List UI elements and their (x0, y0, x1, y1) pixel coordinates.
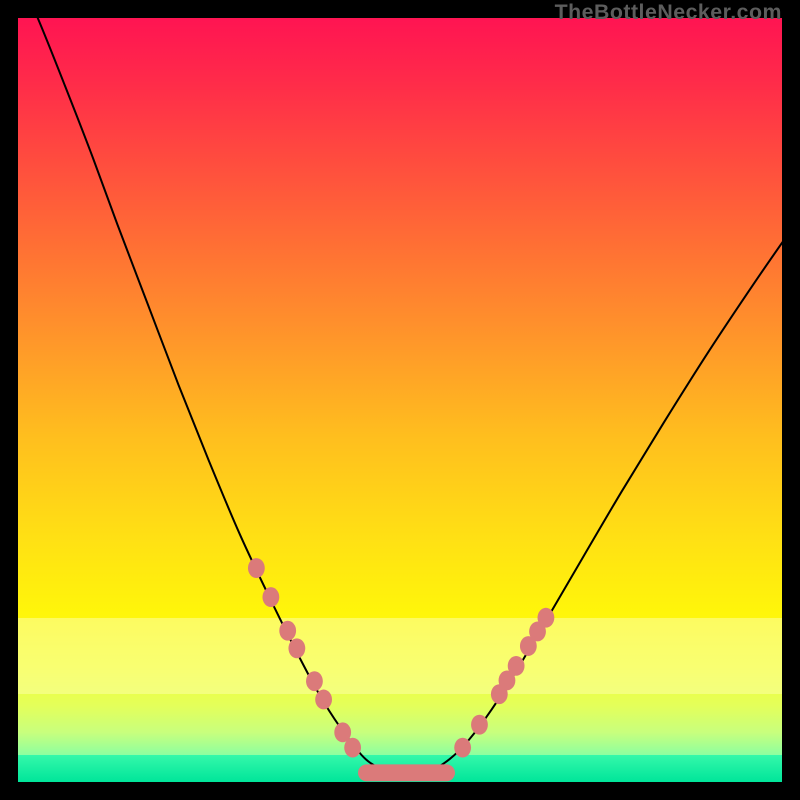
bead (306, 671, 323, 691)
bead (454, 738, 471, 758)
v-curve (18, 18, 782, 774)
bead (538, 608, 555, 628)
chart-outer: TheBottleNecker.com (0, 0, 800, 800)
bead (344, 738, 361, 758)
bead (471, 715, 488, 735)
beads-right-cluster (454, 608, 554, 758)
beads-bottom-bar (358, 764, 455, 781)
bead (262, 587, 279, 607)
watermark-text: TheBottleNecker.com (555, 0, 782, 25)
bead (315, 690, 332, 710)
curve-layer (18, 18, 782, 782)
bead (288, 638, 305, 658)
plot-area (18, 18, 782, 782)
bead (248, 558, 265, 578)
bead (508, 656, 525, 676)
bead (279, 621, 296, 641)
